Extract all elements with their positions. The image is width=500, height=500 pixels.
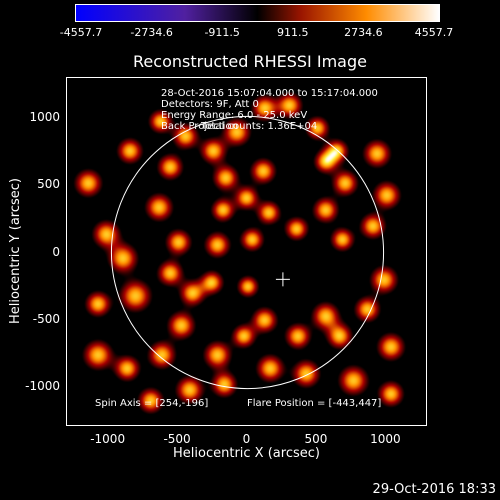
generation-timestamp: 29-Oct-2016 18:33	[372, 482, 496, 497]
x-tick-label: 1000	[370, 432, 401, 446]
energy-range-text: Energy Range: 6.0 - 25.0 keV	[161, 110, 308, 121]
y-tick-label: -1000	[25, 378, 60, 393]
y-tick-label: 500	[37, 177, 60, 192]
color-scale-label: -2734.6	[130, 26, 173, 39]
x-tick-label: -1000	[90, 432, 126, 446]
color-scale-label: 911.5	[277, 26, 309, 39]
plot-overlay	[110, 115, 385, 390]
x-tick-label: 500	[304, 432, 328, 446]
x-axis-label: Heliocentric X (arcsec)	[173, 446, 320, 461]
x-tick-label: 0	[242, 432, 251, 446]
total-counts-text: Total counts: 1.36E+04	[201, 121, 318, 132]
image-plot-area[interactable]: 28-Oct-2016 15:07:04.000 to 15:17:04.000…	[66, 77, 427, 426]
flare-position-text: Flare Position = [-443,447]	[247, 398, 382, 409]
y-tick-label: 0	[52, 244, 60, 259]
color-scale-label: -4557.7	[59, 26, 103, 39]
color-scale-label: -911.5	[204, 26, 240, 39]
spin-axis-text: Spin Axis = [254,-196]	[95, 398, 209, 409]
detectors-text: Detectors: 9F, Att 0	[161, 99, 259, 110]
y-tick-label: -500	[32, 311, 60, 326]
y-tick-label: 1000	[29, 110, 60, 125]
x-tick-label: -500	[163, 432, 191, 446]
time-range-text: 28-Oct-2016 15:07:04.000 to 15:17:04.000	[161, 88, 378, 99]
y-axis-label: Heliocentric Y (arcsec)	[8, 178, 24, 324]
color-scale-bar	[75, 4, 440, 22]
solar-limb-circle	[110, 115, 385, 390]
color-scale-label: 4557.7	[414, 26, 454, 39]
plot-title: Reconstructed RHESSI Image	[133, 52, 367, 71]
method-text: Back Projection	[161, 121, 238, 132]
rhessi-image	[67, 78, 426, 425]
color-scale-label: 2734.6	[344, 26, 383, 39]
flare-plus-icon	[275, 272, 290, 287]
